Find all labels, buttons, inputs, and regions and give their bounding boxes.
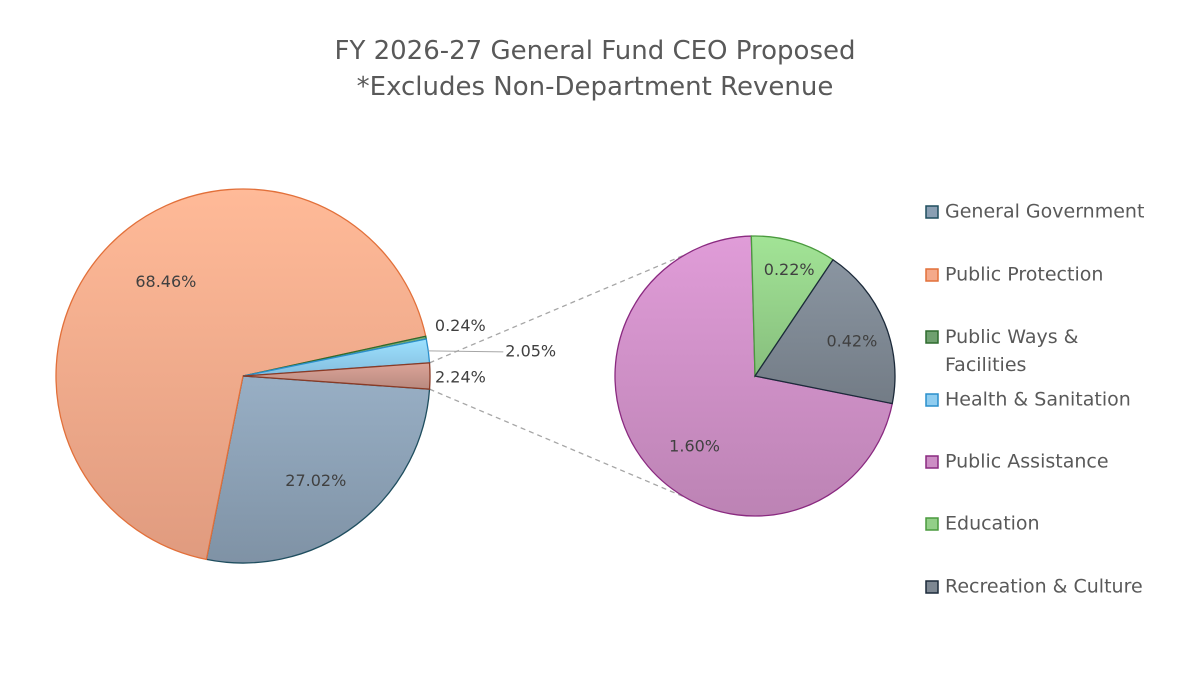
legend-item-public-assistance: Public Assistance [925, 451, 1109, 473]
main-pie [55, 188, 431, 564]
legend-swatch [925, 517, 939, 531]
chart-subtitle: *Excludes Non-Department Revenue [356, 72, 834, 102]
connector-top [429, 254, 686, 364]
slice-public-protection [55, 188, 427, 561]
legend-item-recreation-and-culture: Recreation & Culture [925, 576, 1143, 598]
slice-general-government [205, 375, 431, 564]
legend-label: General Government [945, 201, 1144, 223]
legend-swatch [925, 455, 939, 469]
connector-lines [429, 254, 686, 498]
slice-education [750, 235, 834, 379]
legend-item-public-protection: Public Protection [925, 264, 1103, 286]
legend-label: Public Ways & Facilities [945, 326, 1079, 376]
legend-item-education: Education [925, 513, 1040, 535]
label-health-and-sanitation: 2.05% [505, 341, 556, 360]
legend-swatch [925, 205, 939, 219]
legend-item-public-ways-and-facilities: Public Ways & Facilities [925, 326, 1079, 376]
legend-item-general-government: General Government [925, 201, 1144, 223]
data-labels: 27.02% 68.46% 0.24% 2.05% 2.24% 1.60% 0.22% 0.4… [135, 260, 877, 490]
legend-label: Education [945, 513, 1040, 535]
label-other: 2.24% [435, 368, 486, 387]
label-education: 0.22% [764, 260, 815, 279]
slice-other [242, 362, 431, 390]
label-recreation-and-culture: 0.42% [826, 332, 877, 351]
label-general-government: 27.02% [285, 471, 346, 490]
legend-swatch [925, 268, 939, 282]
legend-swatch [925, 393, 939, 407]
legend-label: Public Assistance [945, 451, 1109, 473]
slice-recreation-and-culture [753, 258, 896, 405]
secondary-pie [614, 235, 896, 517]
label-public-ways-and-facilities: 0.24% [435, 316, 486, 335]
legend-label: Health & Sanitation [945, 389, 1131, 411]
chart-title: FY 2026-27 General Fund CEO Proposed [334, 36, 856, 66]
label-public-protection: 68.46% [135, 272, 196, 291]
slice-public-assistance [614, 235, 894, 517]
legend-label: Public Protection [945, 264, 1103, 286]
label-public-assistance: 1.60% [669, 437, 720, 456]
legend: General Government Public Protection Publi… [925, 201, 1144, 598]
legend-swatch [925, 330, 939, 344]
legend-label: Recreation & Culture [945, 576, 1143, 598]
legend-swatch [925, 580, 939, 594]
leader-line-health [428, 350, 504, 353]
connector-bottom [429, 388, 686, 498]
legend-item-health-and-sanitation: Health & Sanitation [925, 389, 1131, 411]
